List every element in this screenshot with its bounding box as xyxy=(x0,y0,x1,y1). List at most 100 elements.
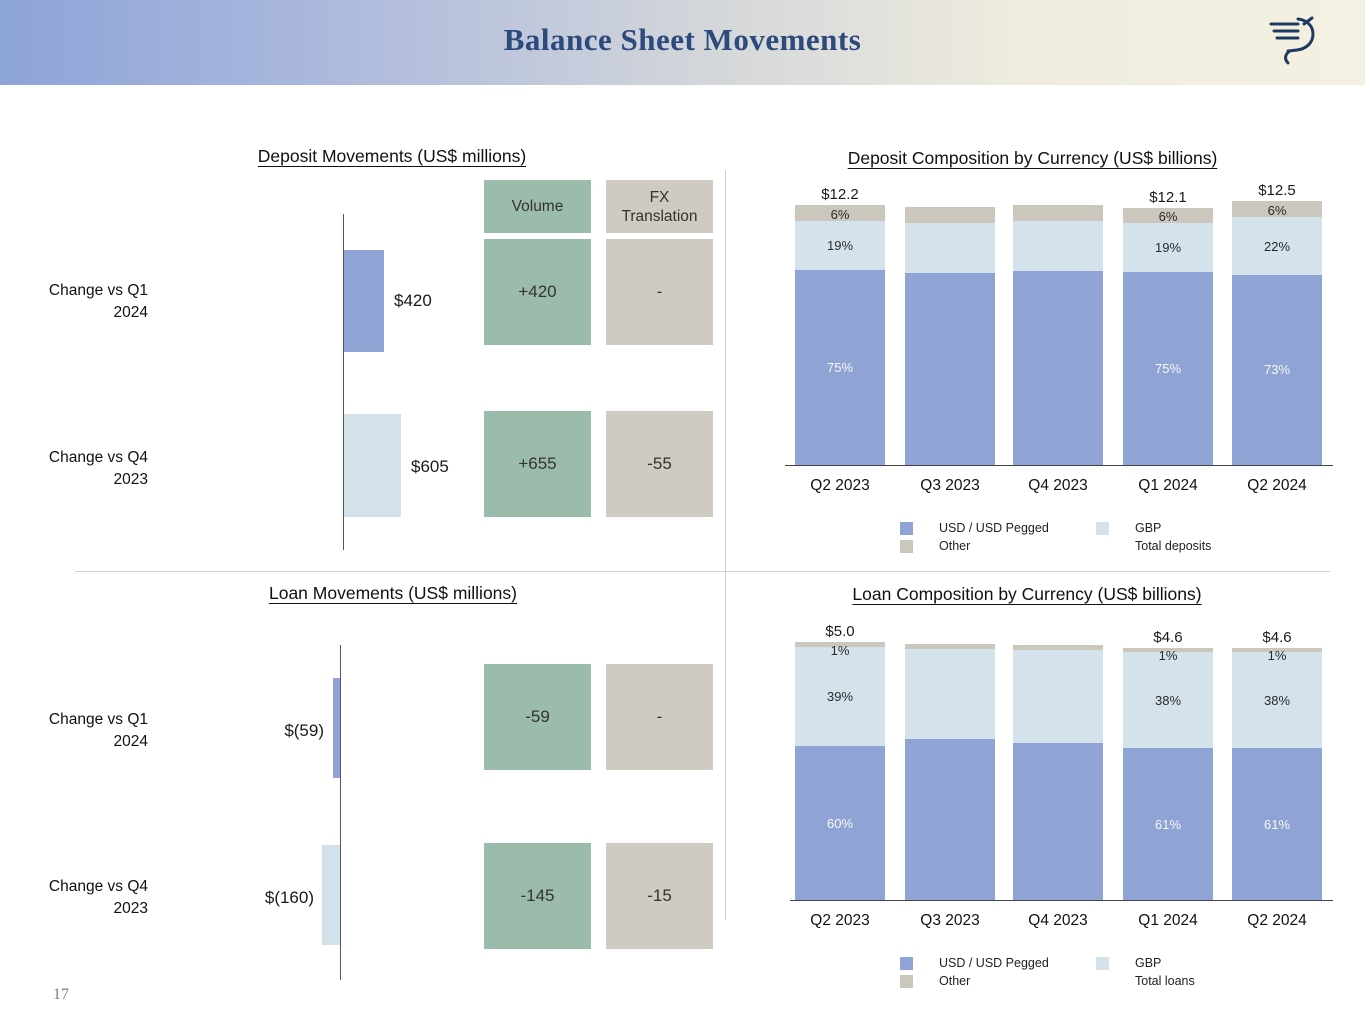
loan-usd-pct: 61% xyxy=(1263,817,1291,832)
usd-segment xyxy=(1232,275,1322,465)
loan-total-label: $4.6 xyxy=(1153,629,1183,646)
gbp-segment xyxy=(1013,650,1103,743)
page-title: Balance Sheet Movements xyxy=(503,22,862,57)
deposit-gbp-pct: 19% xyxy=(1154,240,1182,255)
loan-movement-bar-q4-2023 xyxy=(322,845,340,945)
deposit-total-label: $12.2 xyxy=(821,186,859,203)
legend-item-other: Other xyxy=(900,539,1096,553)
deposit-stacked-bar-q2-2024 xyxy=(1232,201,1322,465)
deposit-volume-cell-q1-2024: +420 xyxy=(484,239,591,345)
loan-total-label: $5.0 xyxy=(825,623,855,640)
loan-total-label: $4.6 xyxy=(1262,629,1292,646)
gbp-segment xyxy=(1013,221,1103,271)
legend-label: USD / USD Pegged xyxy=(939,521,1049,535)
gbp-segment xyxy=(1232,652,1322,748)
deposit-total-label: $12.1 xyxy=(1149,189,1187,206)
legend-label: Other xyxy=(939,539,971,553)
other-segment xyxy=(1123,208,1213,223)
gbp-legend-marker-icon xyxy=(1096,956,1109,970)
loan-other-pct: 1% xyxy=(1267,648,1287,663)
legend-item-usd: USD / USD Pegged xyxy=(900,956,1096,970)
usd-segment xyxy=(1123,748,1213,900)
legend-item-usd: USD / USD Pegged xyxy=(900,521,1096,535)
legend-label: USD / USD Pegged xyxy=(939,956,1049,970)
gbp-segment xyxy=(795,647,885,746)
deposit-movement-bar-q1-2024 xyxy=(344,250,384,352)
other-segment xyxy=(795,642,885,647)
deposit-legend: USD / USD Pegged GBP Other Total deposit… xyxy=(900,521,1211,553)
loan-composition-baseline xyxy=(790,900,1333,901)
deposit-movement-bar-q4-2023 xyxy=(344,414,401,517)
loan-usd-pct: 61% xyxy=(1154,817,1182,832)
deposit-other-pct: 6% xyxy=(830,207,850,222)
other-segment xyxy=(1232,201,1322,217)
gbp-legend-marker-icon xyxy=(1096,521,1109,535)
other-segment xyxy=(795,205,885,221)
loan-xlabel: Q4 2023 xyxy=(1028,912,1088,929)
legend-item-other: Other xyxy=(900,974,1096,988)
deposit-usd-pct: 75% xyxy=(826,360,854,375)
other-segment xyxy=(1123,648,1213,652)
gbp-segment xyxy=(905,223,995,273)
usd-legend-marker-icon xyxy=(900,521,913,535)
usd-segment xyxy=(795,746,885,900)
gbp-segment xyxy=(1123,652,1213,748)
loan-other-pct: 1% xyxy=(830,643,850,658)
other-segment xyxy=(905,207,995,223)
usd-legend-marker-icon xyxy=(900,956,913,970)
loan-movements-axis xyxy=(340,645,341,980)
quadrant-divider-vertical xyxy=(725,170,726,920)
deposit-movements-axis xyxy=(343,214,344,550)
legend-label: Total loans xyxy=(1135,974,1195,988)
deposit-row-label-q1-2024: Change vs Q1 2024 xyxy=(48,282,148,321)
other-segment xyxy=(1013,205,1103,221)
loan-gbp-pct: 38% xyxy=(1154,693,1182,708)
total-legend-marker-icon xyxy=(1096,540,1109,553)
deposit-movement-value-q1-2024: $420 xyxy=(394,291,432,310)
deposit-xlabel: Q3 2023 xyxy=(920,477,980,494)
usd-segment xyxy=(795,270,885,465)
deposit-usd-pct: 73% xyxy=(1263,362,1291,377)
loan-xlabel: Q3 2023 xyxy=(920,912,980,929)
header: Balance Sheet Movements xyxy=(0,0,1365,85)
legend-label: GBP xyxy=(1135,956,1162,970)
loan-movement-value-q4-2023: $(160) xyxy=(264,888,314,907)
loan-movement-bar-q1-2024 xyxy=(333,678,340,778)
deposit-fx-cell-q1-2024: - xyxy=(606,239,713,345)
deposit-composition-title: Deposit Composition by Currency (US$ bil… xyxy=(847,148,1218,168)
deposit-usd-pct: 75% xyxy=(1154,361,1182,376)
deposit-xlabel: Q4 2023 xyxy=(1028,477,1088,494)
volume-column-header: Volume xyxy=(484,180,591,233)
loan-stacked-bar-q2-2024 xyxy=(1232,648,1322,900)
usd-segment xyxy=(1013,271,1103,465)
legend-label: Other xyxy=(939,974,971,988)
usd-segment xyxy=(905,739,995,900)
loan-stacked-bar-q2-2023 xyxy=(795,642,885,900)
legend-item-gbp: GBP xyxy=(1096,521,1211,535)
legend-item-gbp: GBP xyxy=(1096,956,1195,970)
usd-segment xyxy=(1232,748,1322,900)
loan-gbp-pct: 39% xyxy=(826,689,854,704)
gbp-segment xyxy=(795,221,885,270)
other-legend-marker-icon xyxy=(900,539,913,553)
deposit-row-label-q4-2023: Change vs Q4 2023 xyxy=(48,449,148,488)
loan-legend: USD / USD Pegged GBP Other Total loans xyxy=(900,956,1195,988)
deposit-xlabel: Q2 2023 xyxy=(810,477,870,494)
gbp-segment xyxy=(1232,217,1322,275)
deposit-other-pct: 6% xyxy=(1158,209,1178,224)
deposit-movement-value-q4-2023: $605 xyxy=(411,457,449,476)
usd-segment xyxy=(1013,743,1103,900)
legend-label: Total deposits xyxy=(1135,539,1212,553)
deposit-xlabel: Q1 2024 xyxy=(1138,477,1198,494)
other-segment xyxy=(905,644,995,649)
deposit-movements-title: Deposit Movements (US$ millions) xyxy=(257,146,527,166)
loan-row-label-q1-2024: Change vs Q1 2024 xyxy=(48,711,148,750)
loan-stacked-bar-q4-2023 xyxy=(1013,645,1103,900)
loan-xlabel: Q2 2024 xyxy=(1247,912,1307,929)
deposit-gbp-pct: 22% xyxy=(1263,239,1291,254)
loan-usd-pct: 60% xyxy=(826,816,854,831)
quadrant-divider-horizontal xyxy=(75,571,1330,572)
loan-xlabel: Q1 2024 xyxy=(1138,912,1198,929)
loan-stacked-bar-q3-2023 xyxy=(905,644,995,900)
